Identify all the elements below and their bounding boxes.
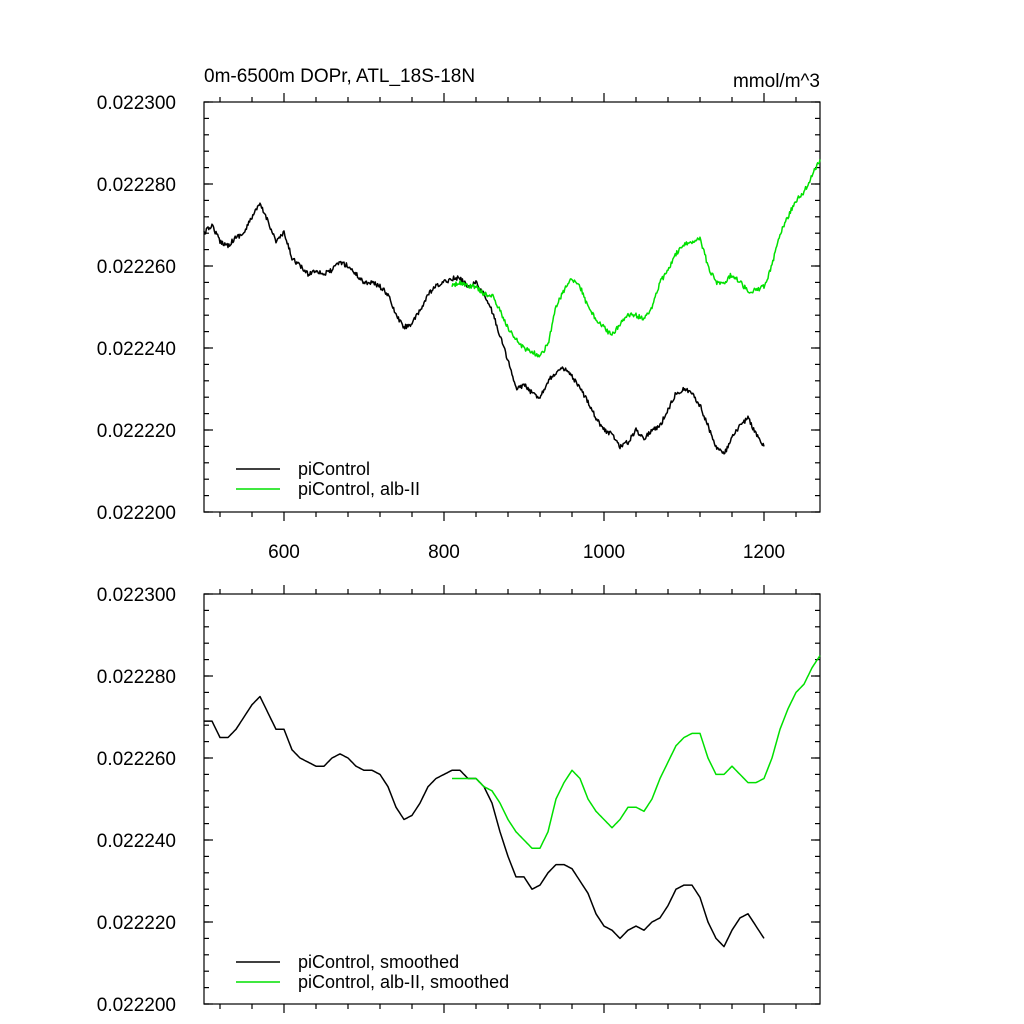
y-tick-label: 0.022300 — [97, 585, 176, 606]
axis-ticks — [204, 93, 820, 521]
plot-frame — [203, 101, 821, 513]
legend: piControl piControl, alb-II — [236, 459, 420, 499]
chart-title: 0m-6500m DOPr, ATL_18S-18N — [204, 66, 475, 87]
series-line-picontrol — [203, 202, 765, 455]
y-tick-label: 0.022200 — [97, 995, 176, 1016]
x-tick-label: 1200 — [743, 542, 785, 563]
x-tick-label: 600 — [268, 542, 300, 563]
y-tick-label: 0.022240 — [97, 339, 176, 360]
plot-frame — [203, 593, 821, 1005]
series-line-picontrol-alb-ii — [451, 159, 821, 358]
y-tick-label: 0.022260 — [97, 257, 176, 278]
axis-ticks — [204, 585, 820, 1013]
legend-label-alb-ii-smoothed: piControl, alb-II, smoothed — [298, 972, 509, 992]
x-tick-label: 1000 — [583, 542, 625, 563]
legend-label-alb-ii: piControl, alb-II — [298, 479, 420, 499]
y-axis-tick-labels: 0.022200 0.022220 0.022240 0.022260 0.022280… — [97, 93, 176, 524]
y-tick-label: 0.022260 — [97, 749, 176, 770]
y-tick-label: 0.022200 — [97, 503, 176, 524]
y-axis-tick-labels: 0.022200 0.022220 0.022240 0.022260 0.022280… — [97, 585, 176, 1016]
y-tick-label: 0.022220 — [97, 421, 176, 442]
x-tick-label: 800 — [428, 542, 460, 563]
series-group — [204, 655, 821, 948]
bottom-panel: 0.022200 0.022220 0.022240 0.022260 0.022280… — [97, 585, 821, 1016]
series-line-picontrol-smoothed — [204, 695, 765, 948]
legend: piControl, smoothed piControl, alb-II, s… — [236, 952, 509, 992]
top-panel: 0m-6500m DOPr, ATL_18S-18N mmol/m^3 0.02… — [97, 66, 821, 563]
series-group — [203, 159, 821, 455]
y-tick-label: 0.022240 — [97, 831, 176, 852]
legend-label-picontrol-smoothed: piControl, smoothed — [298, 952, 459, 972]
x-axis-tick-labels: 600 800 1000 1200 — [268, 542, 785, 563]
y-tick-label: 0.022280 — [97, 175, 176, 196]
units-label: mmol/m^3 — [733, 71, 820, 92]
y-tick-label: 0.022300 — [97, 93, 176, 114]
legend-label-picontrol: piControl — [298, 459, 370, 479]
y-tick-label: 0.022220 — [97, 913, 176, 934]
series-line-picontrol-alb-ii-smoothed — [452, 655, 821, 849]
y-tick-label: 0.022280 — [97, 667, 176, 688]
